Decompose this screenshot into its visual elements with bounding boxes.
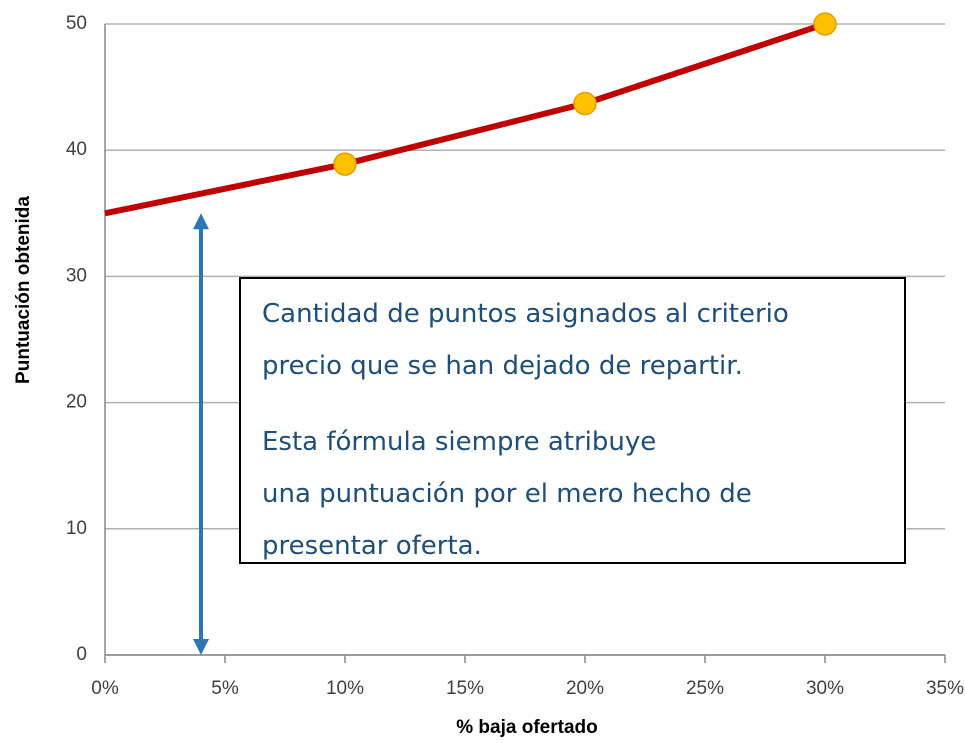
x-axis-title: % baja ofertado bbox=[456, 717, 597, 738]
y-axis-title: Puntuación obtenida bbox=[13, 196, 34, 384]
y-tick-label: 30 bbox=[66, 265, 87, 286]
y-tick-label: 20 bbox=[66, 392, 87, 413]
annotation-box bbox=[239, 277, 906, 564]
y-tick-label: 40 bbox=[66, 139, 87, 160]
annotation-text: Cantidad de puntos asignados al criterio… bbox=[262, 299, 789, 381]
arrow-head bbox=[193, 213, 209, 230]
annotation-text: Esta fórmula siempre atribuye una puntuac… bbox=[262, 427, 752, 561]
x-tick-label: 0% bbox=[91, 678, 119, 699]
x-tick-label: 25% bbox=[686, 678, 724, 699]
x-tick-label: 35% bbox=[926, 678, 964, 699]
x-tick-label: 30% bbox=[806, 678, 844, 699]
y-tick-label: 0 bbox=[76, 644, 87, 665]
point bbox=[813, 12, 837, 36]
arrow-head bbox=[193, 639, 209, 655]
x-tick-label: 10% bbox=[326, 678, 364, 699]
line bbox=[104, 21, 826, 217]
point bbox=[333, 152, 357, 176]
y-tick-label: 50 bbox=[66, 13, 87, 34]
x-tick-label: 20% bbox=[566, 678, 604, 699]
y-tick-label: 10 bbox=[66, 518, 87, 539]
x-tick-label: 5% bbox=[211, 678, 239, 699]
x-tick-label: 15% bbox=[446, 678, 484, 699]
point bbox=[573, 91, 597, 116]
